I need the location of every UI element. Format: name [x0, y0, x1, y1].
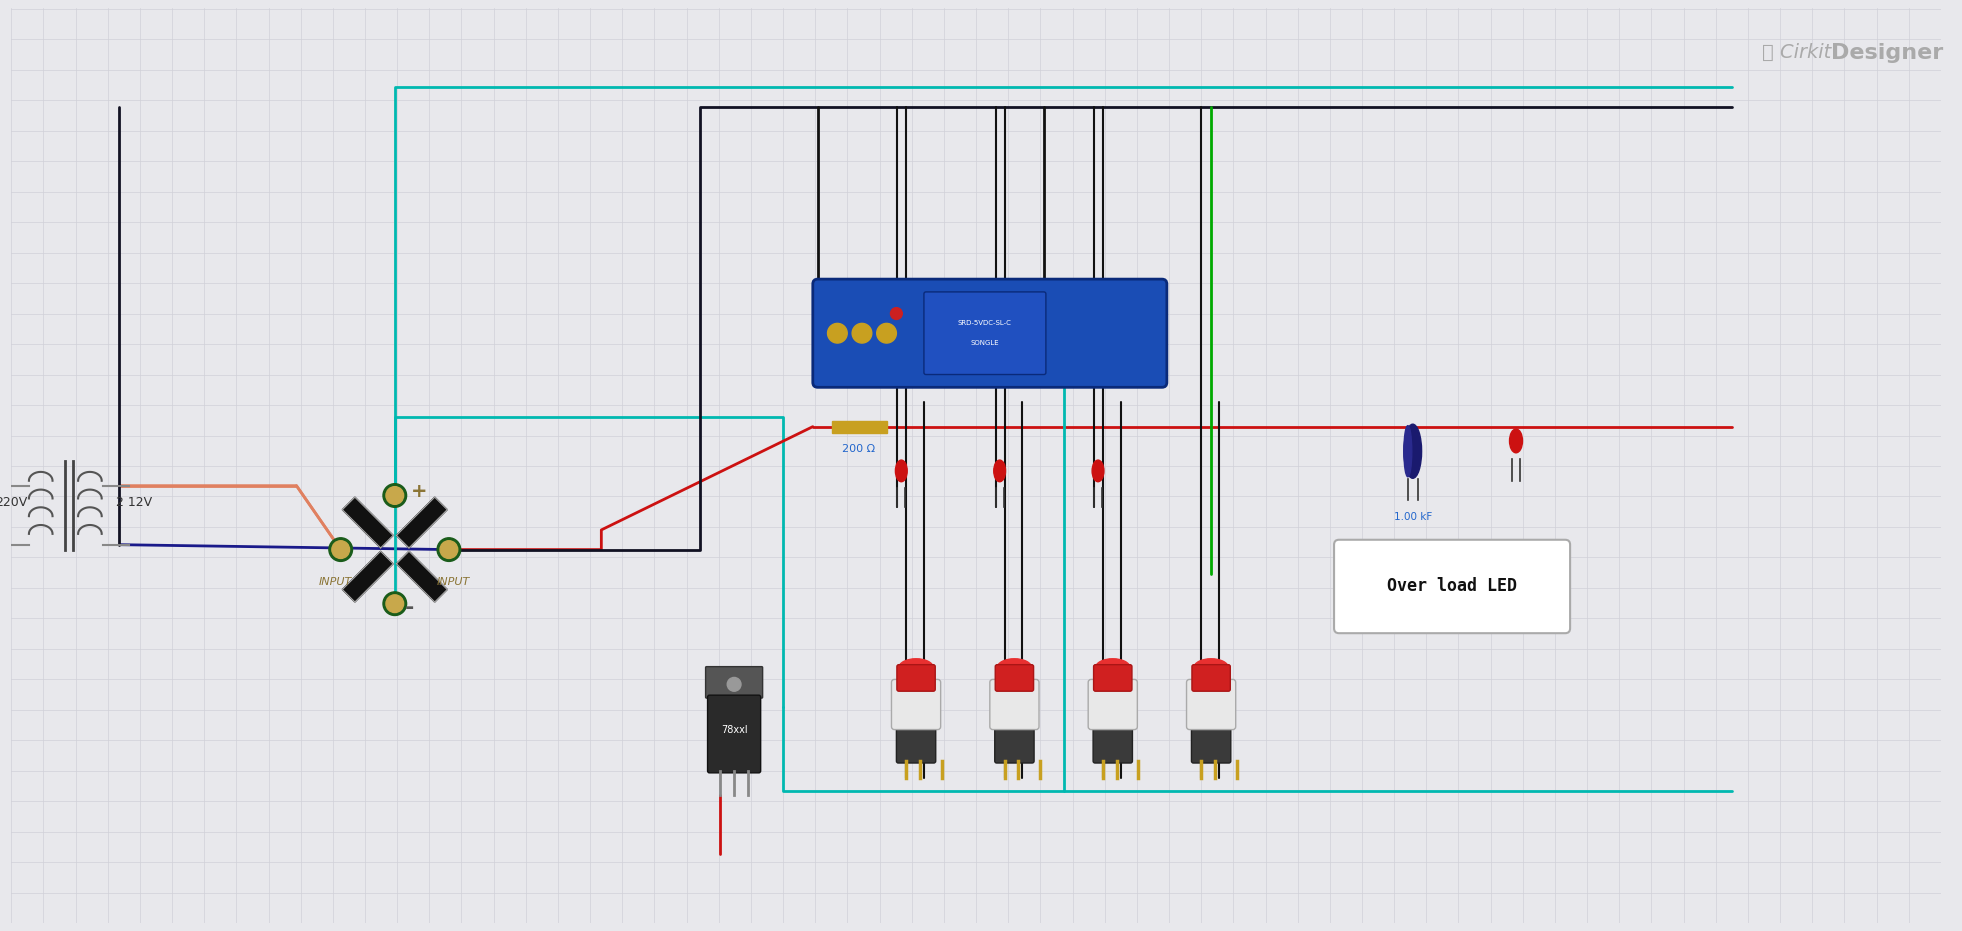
Circle shape [439, 541, 457, 559]
FancyBboxPatch shape [812, 279, 1167, 387]
Circle shape [445, 546, 453, 554]
FancyBboxPatch shape [706, 667, 763, 698]
Text: INPUT: INPUT [438, 577, 471, 587]
FancyBboxPatch shape [1089, 680, 1138, 730]
FancyBboxPatch shape [897, 715, 936, 763]
FancyBboxPatch shape [897, 665, 936, 691]
FancyBboxPatch shape [1191, 715, 1230, 763]
Circle shape [828, 323, 848, 343]
Text: 220V: 220V [0, 496, 27, 509]
Text: +: + [410, 482, 428, 501]
Text: 2 12V: 2 12V [116, 496, 153, 509]
Text: -: - [404, 598, 414, 617]
FancyBboxPatch shape [1093, 665, 1132, 691]
Text: SONGLE: SONGLE [971, 340, 999, 346]
Text: Over load LED: Over load LED [1387, 577, 1517, 596]
Polygon shape [396, 551, 447, 602]
FancyBboxPatch shape [1093, 715, 1132, 763]
Circle shape [438, 538, 461, 561]
Circle shape [877, 323, 897, 343]
FancyBboxPatch shape [708, 695, 761, 773]
Circle shape [387, 595, 404, 613]
Ellipse shape [895, 460, 906, 481]
Circle shape [337, 546, 345, 554]
FancyBboxPatch shape [1334, 540, 1570, 633]
Ellipse shape [997, 659, 1032, 677]
Text: INPUT: INPUT [320, 577, 353, 587]
Ellipse shape [1405, 425, 1422, 479]
Circle shape [852, 323, 871, 343]
FancyBboxPatch shape [1193, 665, 1230, 691]
Ellipse shape [1509, 429, 1523, 452]
Polygon shape [341, 497, 392, 548]
Text: 200 Ω: 200 Ω [842, 444, 875, 454]
FancyBboxPatch shape [891, 680, 940, 730]
Text: SRD-5VDC-SL-C: SRD-5VDC-SL-C [957, 320, 1012, 327]
Ellipse shape [1405, 425, 1413, 477]
Circle shape [383, 484, 406, 507]
Text: ⦿ Cirkit: ⦿ Cirkit [1762, 44, 1831, 62]
Polygon shape [396, 497, 447, 548]
Circle shape [383, 592, 406, 615]
Ellipse shape [1095, 659, 1130, 677]
Ellipse shape [995, 460, 1007, 481]
Circle shape [891, 307, 903, 319]
FancyBboxPatch shape [989, 680, 1040, 730]
Circle shape [390, 492, 398, 499]
Text: 78xxl: 78xxl [720, 724, 748, 735]
FancyBboxPatch shape [995, 665, 1034, 691]
Polygon shape [341, 551, 392, 602]
Circle shape [728, 678, 742, 691]
Text: 1.00 kF: 1.00 kF [1393, 512, 1432, 522]
Ellipse shape [1093, 460, 1105, 481]
Circle shape [330, 538, 353, 561]
Ellipse shape [899, 659, 934, 677]
Circle shape [332, 541, 349, 559]
Bar [832, 421, 887, 433]
Circle shape [387, 487, 404, 505]
Text: Designer: Designer [1831, 43, 1942, 63]
FancyBboxPatch shape [1187, 680, 1236, 730]
FancyBboxPatch shape [924, 292, 1046, 374]
FancyBboxPatch shape [995, 715, 1034, 763]
Ellipse shape [1195, 659, 1228, 677]
Circle shape [390, 600, 398, 608]
